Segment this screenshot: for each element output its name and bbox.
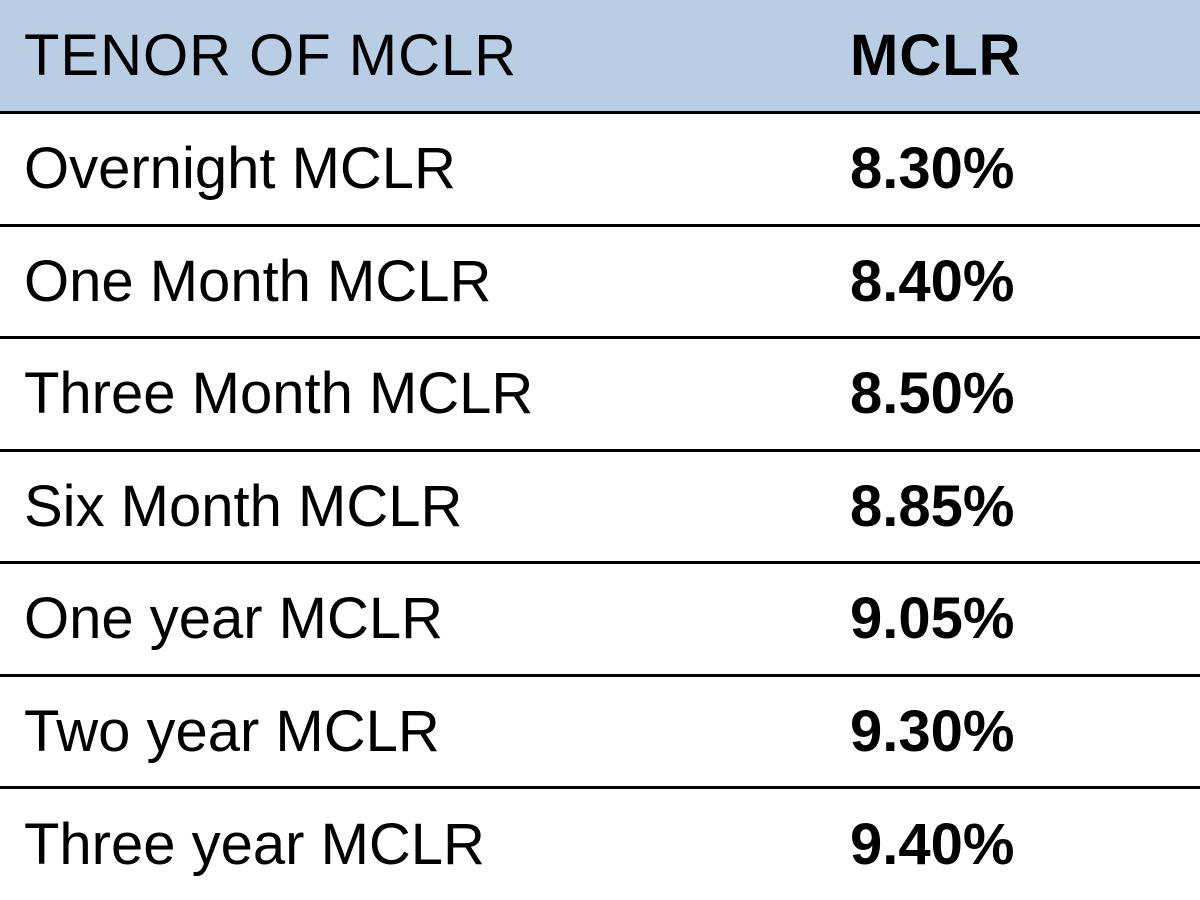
rate-cell: 8.85% — [840, 450, 1200, 563]
mclr-table: TENOR OF MCLR MCLR Overnight MCLR 8.30% … — [0, 0, 1200, 900]
rate-cell: 9.40% — [840, 788, 1200, 900]
tenor-cell: Overnight MCLR — [0, 113, 840, 226]
tenor-cell: One year MCLR — [0, 563, 840, 676]
tenor-cell: Six Month MCLR — [0, 450, 840, 563]
rate-cell: 8.40% — [840, 225, 1200, 338]
table-row: Three Month MCLR 8.50% — [0, 338, 1200, 451]
tenor-cell: Two year MCLR — [0, 675, 840, 788]
tenor-cell: One Month MCLR — [0, 225, 840, 338]
table-row: One Month MCLR 8.40% — [0, 225, 1200, 338]
mclr-table-container: TENOR OF MCLR MCLR Overnight MCLR 8.30% … — [0, 0, 1200, 900]
table-row: Three year MCLR 9.40% — [0, 788, 1200, 900]
table-row: Two year MCLR 9.30% — [0, 675, 1200, 788]
tenor-cell: Three Month MCLR — [0, 338, 840, 451]
table-header-row: TENOR OF MCLR MCLR — [0, 0, 1200, 113]
column-header-tenor: TENOR OF MCLR — [0, 0, 840, 113]
rate-cell: 9.30% — [840, 675, 1200, 788]
table-body: Overnight MCLR 8.30% One Month MCLR 8.40… — [0, 113, 1200, 900]
table-row: Six Month MCLR 8.85% — [0, 450, 1200, 563]
table-row: One year MCLR 9.05% — [0, 563, 1200, 676]
rate-cell: 9.05% — [840, 563, 1200, 676]
column-header-rate: MCLR — [840, 0, 1200, 113]
tenor-cell: Three year MCLR — [0, 788, 840, 900]
table-row: Overnight MCLR 8.30% — [0, 113, 1200, 226]
rate-cell: 8.50% — [840, 338, 1200, 451]
rate-cell: 8.30% — [840, 113, 1200, 226]
